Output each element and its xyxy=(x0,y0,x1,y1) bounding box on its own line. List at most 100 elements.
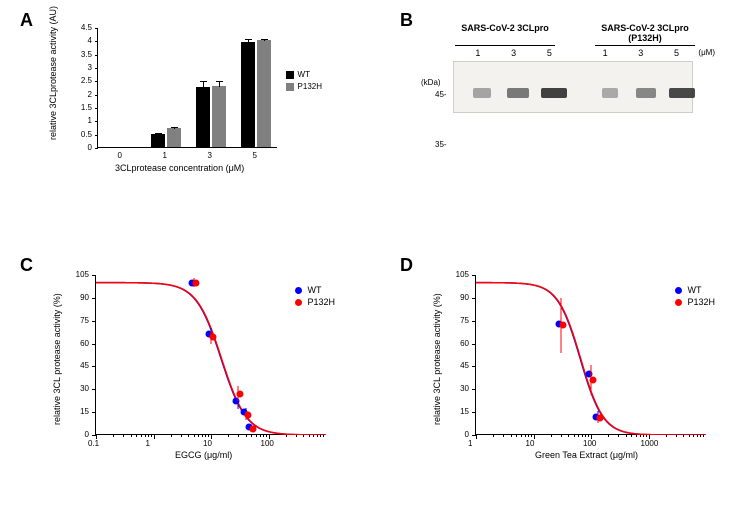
legend-dot xyxy=(295,299,302,306)
curve-svg xyxy=(476,275,706,435)
y-tick-label: 1 xyxy=(88,116,92,125)
y-tick-label: 105 xyxy=(76,270,89,279)
lane-label: 1 xyxy=(460,48,496,58)
panel-c-label: C xyxy=(20,255,33,276)
y-tick-label: 90 xyxy=(80,293,89,302)
mw-marker: 35- xyxy=(435,140,447,149)
plot-area: 00.511.522.533.544.50135 xyxy=(97,28,277,148)
curve-p132h xyxy=(476,283,706,435)
lane-label: 1 xyxy=(587,48,623,58)
y-tick-label: 105 xyxy=(456,270,469,279)
legend-item-wt: WT xyxy=(286,70,322,79)
data-point xyxy=(590,377,597,384)
legend-label: P132H xyxy=(298,82,322,91)
y-tick-label: 3.5 xyxy=(81,50,92,59)
data-point xyxy=(210,334,217,341)
legend-label: P132H xyxy=(687,297,715,307)
legend-dot xyxy=(675,287,682,294)
panel-d-dose-response: D relative 3CL protease activity (%) Gre… xyxy=(400,250,738,480)
legend-swatch xyxy=(286,83,294,91)
bar-chart: relative 3CLprotease activity (AU) 3CLpr… xyxy=(55,20,305,180)
header-left: SARS-CoV-2 3CLpro xyxy=(455,23,555,46)
dose-response-chart: relative 3CL protease activity (%) EGCG … xyxy=(55,265,345,475)
legend-dot xyxy=(295,287,302,294)
panel-b-western-blot: B SARS-CoV-2 3CLpro SARS-CoV-2 3CLpro (P… xyxy=(400,5,730,190)
x-tick-label: 0.1 xyxy=(88,439,99,448)
blot-band xyxy=(636,88,656,98)
bar xyxy=(212,86,226,147)
x-tick-label: 10 xyxy=(203,439,212,448)
bar xyxy=(196,87,210,147)
y-tick-label: 45 xyxy=(460,361,469,370)
x-tick-label: 10 xyxy=(526,439,535,448)
y-tick-label: 0.5 xyxy=(81,130,92,139)
y-tick-label: 3 xyxy=(88,63,92,72)
curve-p132h xyxy=(96,283,326,435)
blot-band xyxy=(473,88,491,98)
blot-band xyxy=(602,88,618,98)
legend-item-p132h: P132H xyxy=(286,82,322,91)
legend: WT P132H xyxy=(295,285,335,309)
blot-band xyxy=(669,88,695,98)
legend-label: WT xyxy=(298,70,310,79)
legend-item-p132h: P132H xyxy=(675,297,715,307)
blot-header: SARS-CoV-2 3CLpro SARS-CoV-2 3CLpro (P13… xyxy=(435,23,715,46)
curve-wt xyxy=(96,283,326,435)
data-point xyxy=(192,279,199,286)
y-axis-label: relative 3CL protease activity (%) xyxy=(52,293,62,425)
lane-label: 5 xyxy=(531,48,567,58)
panel-c-dose-response: C relative 3CL protease activity (%) EGC… xyxy=(20,250,360,480)
legend-swatch xyxy=(286,71,294,79)
y-tick-label: 15 xyxy=(460,407,469,416)
legend-label: WT xyxy=(687,285,701,295)
lane-labels: 1 3 5 1 3 5 (μM) xyxy=(435,48,715,58)
curve-wt xyxy=(476,283,706,435)
plot-area: 01530456075901051101001000 xyxy=(475,275,705,435)
lane-label: 3 xyxy=(623,48,659,58)
x-tick-label: 3 xyxy=(208,151,212,160)
x-tick-label: 1000 xyxy=(641,439,659,448)
data-point xyxy=(596,415,603,422)
x-axis-label: EGCG (μg/ml) xyxy=(175,450,232,460)
mw-marker: 45- xyxy=(435,90,447,99)
y-tick-label: 30 xyxy=(80,384,89,393)
y-tick-label: 90 xyxy=(460,293,469,302)
data-point xyxy=(237,390,244,397)
y-tick-label: 60 xyxy=(80,339,89,348)
x-tick-label: 100 xyxy=(583,439,596,448)
bar xyxy=(257,40,271,147)
y-tick-label: 1.5 xyxy=(81,103,92,112)
x-tick-label: 1 xyxy=(163,151,167,160)
bar xyxy=(241,42,255,147)
y-tick-label: 45 xyxy=(80,361,89,370)
y-tick-label: 4 xyxy=(88,36,92,45)
x-tick-label: 5 xyxy=(253,151,257,160)
dose-response-chart: relative 3CL protease activity (%) Green… xyxy=(435,265,725,475)
blot-area: SARS-CoV-2 3CLpro SARS-CoV-2 3CLpro (P13… xyxy=(435,23,715,113)
data-point xyxy=(250,425,257,432)
y-axis-label: relative 3CLprotease activity (AU) xyxy=(48,6,58,140)
y-tick-label: 60 xyxy=(460,339,469,348)
panel-d-label: D xyxy=(400,255,413,276)
panel-b-label: B xyxy=(400,10,413,31)
legend: WT P132H xyxy=(286,70,322,94)
curve-svg xyxy=(96,275,326,435)
y-tick-label: 2.5 xyxy=(81,76,92,85)
legend-item-wt: WT xyxy=(295,285,335,295)
y-tick-label: 75 xyxy=(80,316,89,325)
legend-label: WT xyxy=(307,285,321,295)
y-tick-label: 75 xyxy=(460,316,469,325)
lane-label: 3 xyxy=(496,48,532,58)
legend-item-wt: WT xyxy=(675,285,715,295)
x-axis-label: Green Tea Extract (μg/ml) xyxy=(535,450,638,460)
mw-unit-label: (kDa) xyxy=(421,78,441,87)
plot-area: 01530456075901050.1110100 xyxy=(95,275,325,435)
x-tick-label: 100 xyxy=(261,439,274,448)
x-tick-label: 1 xyxy=(146,439,150,448)
y-tick-label: 4.5 xyxy=(81,23,92,32)
bar xyxy=(151,134,165,147)
legend-item-p132h: P132H xyxy=(295,297,335,307)
legend: WT P132H xyxy=(675,285,715,309)
x-axis-label: 3CLprotease concentration (μM) xyxy=(115,163,244,173)
y-tick-label: 30 xyxy=(460,384,469,393)
